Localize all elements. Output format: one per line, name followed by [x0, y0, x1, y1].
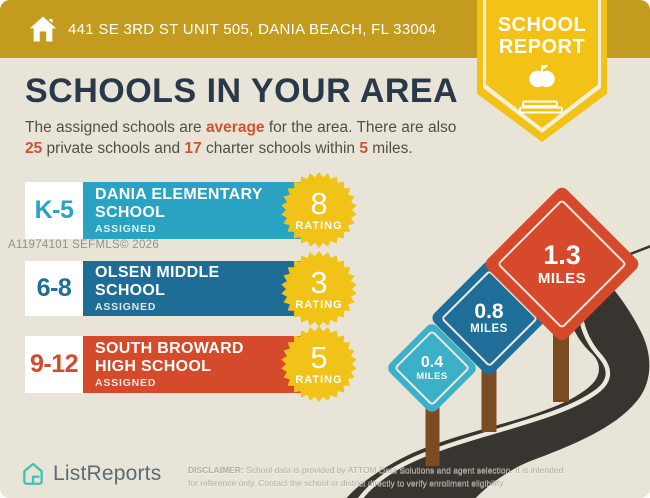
mls-watermark: A11974101 SEFMLS© 2026 — [8, 239, 160, 251]
grade-range: 6-8 — [25, 261, 83, 316]
rating-label: RATING — [295, 374, 343, 386]
school-name: DANIA ELEMENTARY SCHOOL — [95, 185, 263, 221]
listreports-logo: ListReports — [20, 461, 161, 487]
disclaimer-text: DISCLAIMER: School data is provided by A… — [188, 465, 564, 489]
grade-range: 9-12 — [25, 336, 83, 393]
rating-badge-elementary: 8 RATING — [281, 172, 357, 248]
school-row-elementary: K-5 DANIA ELEMENTARY SCHOOL ASSIGNED — [25, 182, 310, 239]
rating-value: 3 — [310, 265, 328, 300]
rating-badge-middle: 3 RATING — [281, 251, 357, 327]
rating-value: 8 — [310, 186, 328, 221]
highlight-miles: 5 — [359, 140, 368, 158]
property-address: 441 SE 3RD ST UNIT 505, DANIA BEACH, FL … — [68, 20, 437, 38]
school-status: ASSIGNED — [95, 301, 157, 314]
apple-icon — [529, 64, 555, 88]
rating-label: RATING — [295, 299, 343, 311]
distance-sign-near: 0.4 MILES — [385, 321, 479, 415]
school-name: SOUTH BROWARD HIGH SCHOOL — [95, 339, 244, 375]
school-report-badge: SCHOOL REPORT — [477, 0, 607, 142]
distance-value: 0.4 — [420, 353, 444, 371]
sign-post-near — [425, 394, 440, 466]
distance-sign-mid: 0.8 MILES — [429, 258, 549, 378]
road-centerline — [358, 271, 610, 498]
page-title: SCHOOLS IN YOUR AREA — [25, 72, 459, 110]
school-row-high: 9-12 SOUTH BROWARD HIGH SCHOOL ASSIGNED — [25, 336, 310, 393]
disclaimer-label: DISCLAIMER: — [188, 465, 244, 475]
brand-name: ListReports — [53, 462, 162, 485]
highlight-private-count: 25 — [25, 140, 43, 158]
school-row-middle: 6-8 OLSEN MIDDLE SCHOOL ASSIGNED — [25, 261, 310, 316]
school-name: OLSEN MIDDLE SCHOOL — [95, 263, 220, 299]
distance-unit: MILES — [416, 370, 448, 382]
distance-value: 1.3 — [543, 240, 581, 271]
school-status: ASSIGNED — [95, 377, 157, 390]
summary-text: The assigned schools are average for the… — [25, 119, 457, 158]
rating-badge-high: 5 RATING — [281, 326, 357, 402]
books-icon — [519, 100, 563, 114]
distance-sign-far: 1.3 MILES — [482, 184, 642, 344]
distance-unit: MILES — [470, 323, 508, 336]
highlight-charter-count: 17 — [184, 140, 202, 158]
rating-value: 5 — [310, 340, 328, 375]
highlight-average: average — [205, 119, 265, 136]
grade-range: K-5 — [25, 182, 83, 239]
badge-title-line1: SCHOOL — [497, 14, 587, 36]
badge-title-line2: REPORT — [498, 36, 586, 58]
school-status: ASSIGNED — [95, 223, 157, 236]
distance-value: 0.8 — [474, 299, 504, 323]
distance-unit: MILES — [537, 269, 587, 287]
home-icon — [29, 16, 57, 42]
rating-label: RATING — [295, 220, 343, 232]
listreports-house-icon — [23, 462, 43, 485]
